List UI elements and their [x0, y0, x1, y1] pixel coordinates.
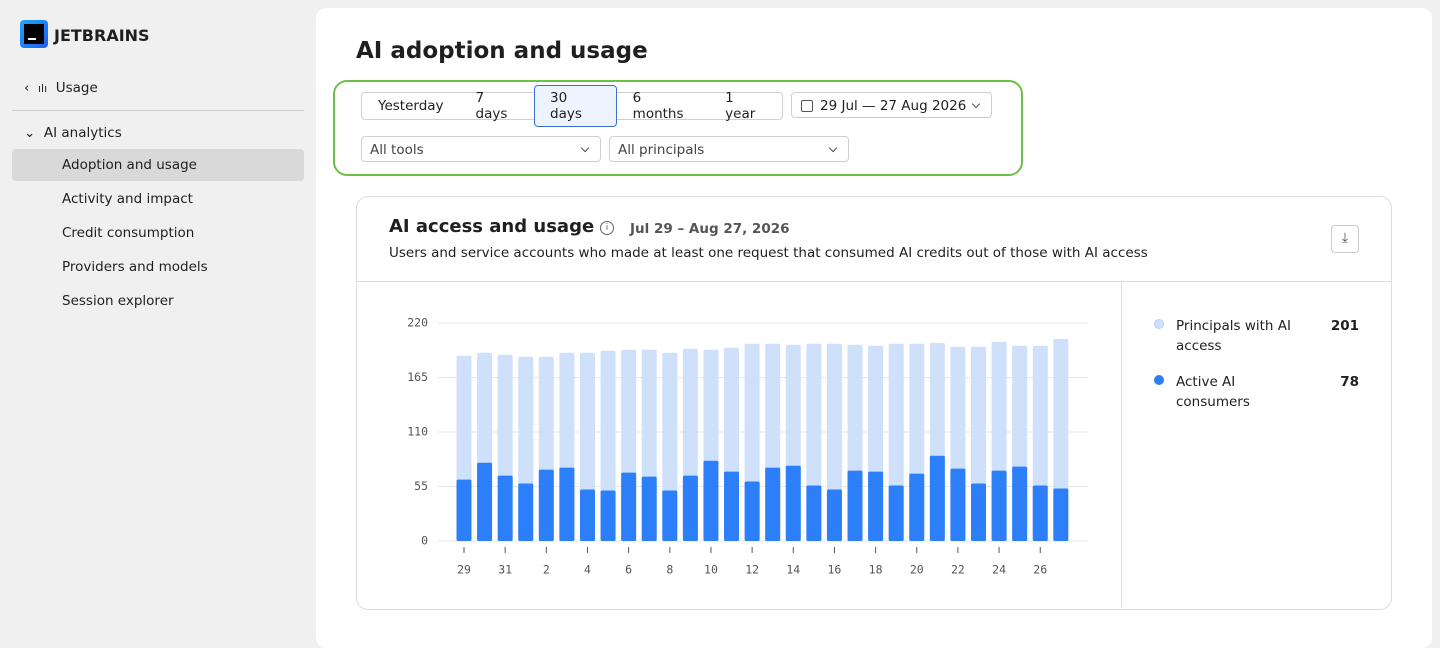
nav-item[interactable]: Adoption and usage — [62, 157, 197, 173]
card-divider — [356, 281, 1391, 282]
bar — [600, 490, 616, 541]
page-title: AI adoption and usage — [356, 38, 648, 64]
bar — [1032, 485, 1048, 541]
tools-label: All tools — [370, 142, 424, 158]
legend-dot — [1154, 375, 1164, 385]
principals-dropdown[interactable]: All principals — [609, 136, 849, 162]
card-title: AI access and usage — [389, 216, 595, 237]
legend-label: Principals with AI access — [1176, 318, 1292, 354]
date-picker[interactable]: 29 Jul — 27 Aug 2026 — [791, 92, 992, 118]
x-tick-label: 8 — [666, 563, 673, 577]
legend-divider — [1121, 282, 1122, 608]
bar — [971, 483, 986, 541]
y-tick-label: 165 — [407, 370, 428, 384]
section-label: AI analytics — [43, 125, 122, 141]
legend-value: 78 — [1340, 374, 1359, 390]
bar — [950, 468, 966, 541]
range-button[interactable]: 1 year — [725, 90, 756, 122]
bar — [1012, 466, 1028, 541]
x-tick-label: 10 — [704, 563, 718, 577]
x-tick-label: 20 — [910, 563, 924, 577]
y-tick-label: 110 — [407, 425, 428, 439]
bar — [765, 467, 781, 541]
x-tick-label: 31 — [498, 563, 512, 577]
legend-dot — [1154, 319, 1164, 329]
bar — [538, 469, 554, 541]
bar — [888, 485, 904, 541]
range-button[interactable]: 30 days — [534, 85, 617, 127]
nav-item[interactable]: Credit consumption — [62, 225, 195, 241]
bar — [497, 475, 513, 541]
bar — [744, 481, 760, 541]
bar — [806, 485, 822, 541]
y-tick-label: 220 — [407, 316, 428, 330]
bar — [991, 470, 1007, 541]
back-link[interactable]: ‹ ılı Usage — [24, 80, 98, 96]
card — [356, 196, 1392, 610]
bar — [1053, 488, 1069, 541]
principals-label: All principals — [618, 142, 705, 158]
bar — [559, 467, 575, 541]
x-tick-label: 26 — [1033, 563, 1047, 577]
logo-icon — [20, 20, 48, 48]
bar — [621, 472, 637, 541]
tools-dropdown[interactable]: All tools — [361, 136, 601, 162]
page: JETBRAINS ‹ ılı Usage ⌄ AI analytics Ado… — [0, 0, 1440, 633]
x-tick-label: 14 — [786, 563, 800, 577]
bar — [682, 475, 698, 541]
bar — [785, 465, 801, 541]
bar — [641, 476, 657, 541]
range-button[interactable]: 7 days — [475, 90, 508, 122]
y-tick-label: 55 — [414, 479, 428, 493]
nav-item[interactable]: Activity and impact — [62, 191, 193, 207]
bar — [456, 479, 472, 541]
info-icon[interactable]: i — [600, 221, 614, 235]
nav-selected-bg — [12, 149, 304, 181]
x-tick-label: 16 — [828, 563, 842, 577]
x-tick-label: 22 — [951, 563, 965, 577]
bar — [929, 455, 945, 541]
back-label: Usage — [55, 80, 98, 96]
range-button[interactable]: Yesterday — [378, 98, 444, 114]
x-tick-label: 2 — [543, 563, 550, 577]
x-tick-label: 4 — [584, 563, 591, 577]
card-subtitle: Users and service accounts who made at l… — [389, 245, 1148, 261]
filter-highlight — [333, 80, 1023, 176]
bar — [662, 490, 678, 541]
range-selector: Yesterday 7 days 30 days 6 months 1 year — [361, 85, 783, 127]
logo-text: JETBRAINS — [54, 26, 150, 45]
bar — [703, 460, 719, 541]
nav-item[interactable]: Providers and models — [62, 259, 208, 275]
bar — [909, 473, 925, 541]
x-tick-label: 24 — [992, 563, 1006, 577]
x-tick-label: 29 — [457, 563, 471, 577]
card-date: Jul 29 – Aug 27, 2026 — [630, 221, 790, 237]
x-tick-label: 6 — [625, 563, 632, 577]
range-button[interactable]: 6 months — [632, 90, 684, 122]
date-range: 29 Jul — 27 Aug 2026 — [820, 98, 967, 114]
x-tick-label: 18 — [869, 563, 883, 577]
bar — [847, 470, 863, 541]
bar — [518, 483, 534, 541]
section-toggle[interactable]: ⌄ AI analytics — [24, 125, 122, 141]
y-tick-label: 0 — [421, 534, 428, 548]
bar — [477, 462, 493, 541]
bar — [579, 489, 595, 541]
bar — [868, 471, 884, 541]
download-button[interactable]: ⤓ — [1331, 225, 1359, 253]
x-tick-label: 12 — [745, 563, 759, 577]
legend-value: 201 — [1330, 318, 1359, 334]
bar — [826, 489, 842, 541]
legend-label: Active AI consumers — [1176, 374, 1250, 410]
divider — [12, 110, 304, 111]
nav-item[interactable]: Session explorer — [62, 293, 174, 309]
bar — [724, 471, 740, 541]
